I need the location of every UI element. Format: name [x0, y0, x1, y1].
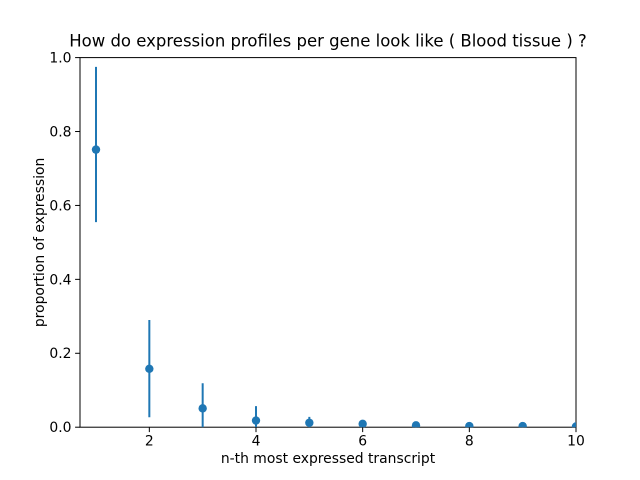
y-tick-label: 0.8	[49, 124, 71, 140]
data-point-marker	[145, 364, 154, 374]
y-tick-label: 0.0	[49, 420, 71, 436]
data-point-marker	[305, 418, 314, 427]
series-layer	[91, 66, 576, 428]
y-tick-label: 1.0	[49, 51, 71, 67]
x-tick-label: 10	[567, 434, 585, 450]
chart-title: How do expression profiles per gene look…	[69, 32, 587, 51]
y-tick-label: 0.4	[49, 272, 71, 288]
data-point-marker	[465, 421, 474, 428]
x-tick-label: 4	[252, 434, 261, 450]
y-axis-label: proportion of expression	[32, 158, 48, 328]
x-tick-label: 8	[465, 434, 474, 450]
data-point-marker	[571, 422, 576, 428]
data-point-marker	[411, 421, 421, 428]
x-tick-label: 6	[358, 434, 367, 450]
data-point-marker	[91, 145, 101, 154]
x-axis-label: n-th most expressed transcript	[221, 451, 436, 467]
data-point-marker	[358, 419, 367, 428]
data-point-marker	[198, 404, 207, 413]
data-point-marker	[518, 421, 527, 428]
axes-layer: 2 4 6 8 10 0.0 0.2 0.4 0.6 0.8 1.0	[49, 51, 584, 450]
y-tick-label: 0.2	[49, 346, 71, 362]
data-point-marker	[251, 416, 261, 425]
plot-border	[79, 57, 577, 428]
y-tick-label: 0.6	[49, 198, 71, 214]
x-tick-label: 2	[145, 434, 154, 450]
